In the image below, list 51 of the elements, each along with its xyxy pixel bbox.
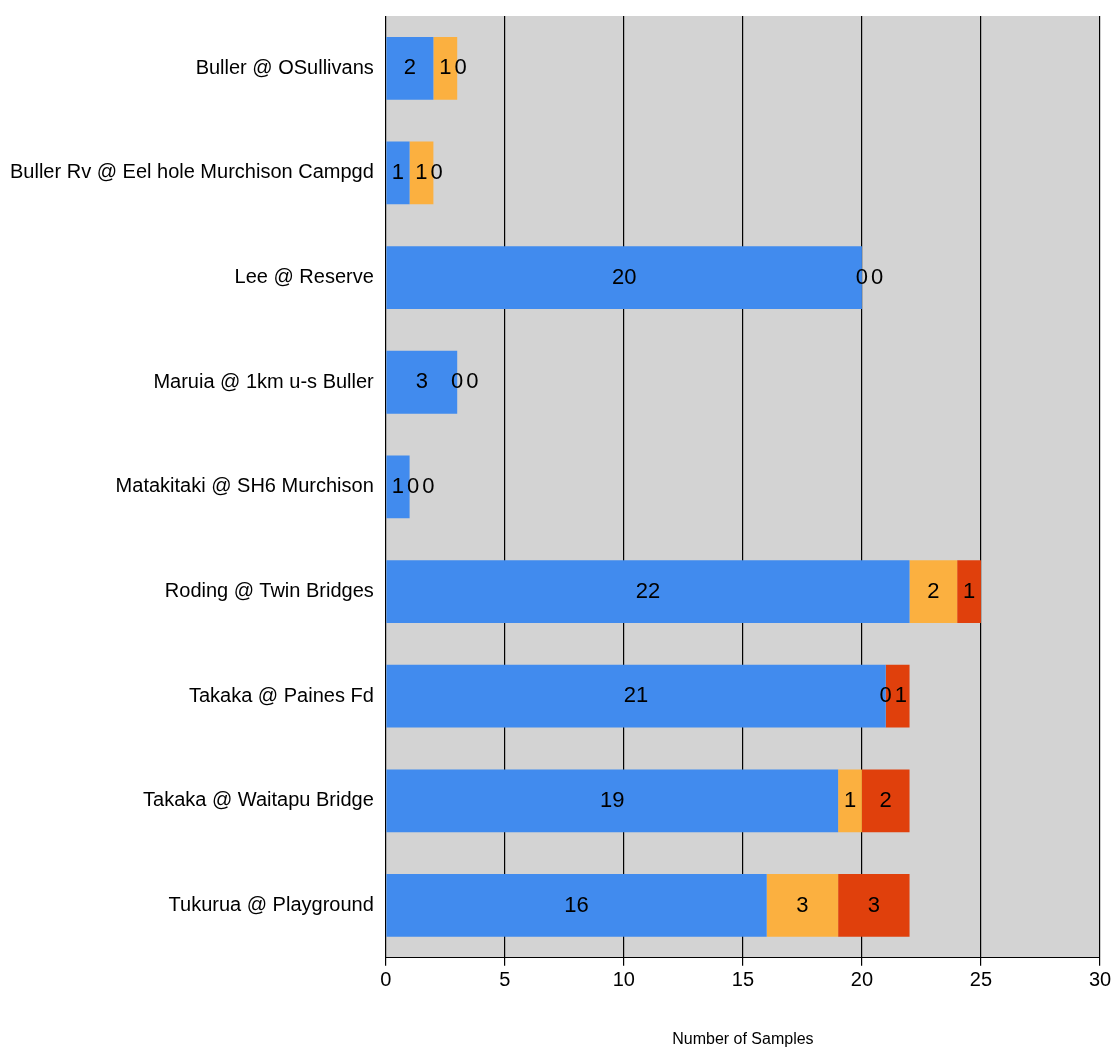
bar — [838, 874, 910, 937]
bar — [386, 560, 910, 623]
data-label: 22 — [635, 577, 661, 603]
x-tick-label: 25 — [969, 968, 993, 991]
y-tick-label: Buller Rv @ Eel hole Murchison Campgd — [9, 160, 374, 183]
y-tick-label: Tukurua @ Playground — [168, 892, 374, 915]
data-label: 20 — [611, 263, 637, 289]
y-tick-label: Matakitaki @ SH6 Murchison — [115, 474, 374, 497]
bar — [386, 769, 839, 833]
data-label: 1 — [391, 159, 405, 185]
data-label: 1 — [843, 786, 857, 812]
bar — [909, 560, 958, 623]
bar — [957, 560, 981, 623]
data-label: 2 — [927, 577, 940, 603]
x-tick-label: 30 — [1088, 968, 1112, 991]
data-label: 3 — [796, 891, 809, 917]
bar — [386, 141, 410, 205]
x-tick-label: 10 — [612, 968, 635, 991]
data-label: 2 — [403, 54, 417, 80]
data-label: 0 — [422, 472, 435, 498]
y-tick-label: Maruia @ 1km u-s Buller — [153, 369, 375, 392]
data-label: 1 — [894, 682, 908, 708]
bar — [386, 455, 410, 519]
bar — [386, 874, 767, 937]
data-label: 0 — [451, 368, 464, 394]
data-label: 16 — [564, 891, 589, 917]
data-label: 1 — [439, 54, 452, 80]
data-label: 19 — [600, 786, 625, 812]
bar — [861, 769, 910, 833]
y-tick-label: Buller @ OSullivans — [195, 55, 374, 78]
y-tick-label: Takaka @ Waitapu Bridge — [143, 788, 374, 811]
x-tick-label: 15 — [731, 968, 755, 991]
bar — [766, 874, 839, 937]
bar — [386, 36, 434, 100]
data-label: 3 — [415, 368, 428, 394]
data-label: 0 — [871, 263, 884, 289]
data-label: 1 — [962, 577, 976, 603]
y-tick-label: Roding @ Twin Bridges — [164, 579, 374, 602]
x-tick-label: 20 — [850, 968, 874, 991]
data-label: 21 — [623, 682, 649, 708]
data-label: 3 — [867, 891, 880, 917]
y-tick-label: Lee @ Reserve — [234, 265, 374, 288]
data-label: 1 — [415, 159, 428, 185]
x-tick-label: 0 — [380, 968, 392, 991]
data-label: 1 — [391, 472, 405, 498]
data-label: 2 — [879, 786, 892, 812]
bar — [838, 769, 862, 833]
data-label: 0 — [466, 368, 479, 394]
x-axis-title: Number of Samples — [672, 1029, 814, 1047]
x-tick-label: 5 — [499, 968, 511, 991]
y-tick-label: Takaka @ Paines Fd — [188, 683, 374, 706]
